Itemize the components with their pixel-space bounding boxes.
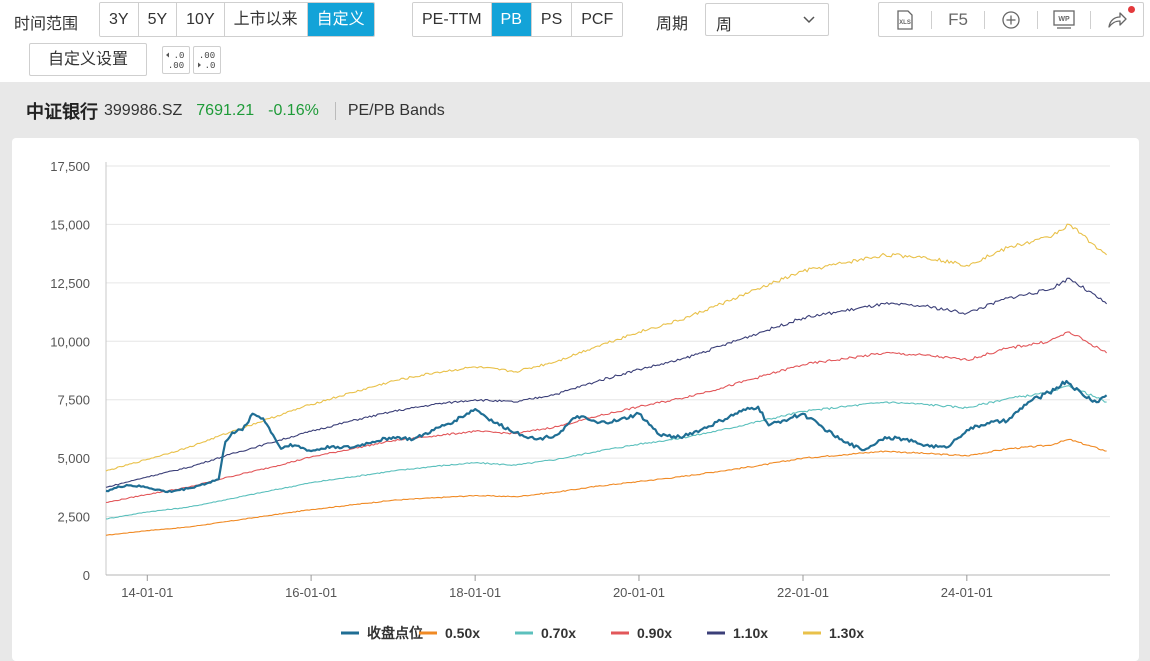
tool-divider — [1037, 10, 1038, 29]
x-tick-label: 18-01-01 — [449, 585, 501, 600]
add-button[interactable] — [985, 3, 1037, 36]
range-10y-button[interactable]: 10Y — [177, 3, 225, 36]
notification-dot — [1128, 6, 1135, 13]
series-line-110x — [105, 277, 1108, 488]
x-tick-label: 14-01-01 — [121, 585, 173, 600]
header-divider — [334, 102, 336, 120]
custom-settings-button[interactable]: 自定义设置 — [29, 43, 147, 76]
y-tick-label: 2,500 — [57, 510, 90, 525]
series-line-130x — [105, 223, 1107, 472]
period-select[interactable]: 周 — [705, 3, 829, 36]
metric-pcf-button[interactable]: PCF — [572, 3, 623, 36]
export-xls-button[interactable]: XLS — [879, 3, 931, 36]
xls-icon: XLS — [897, 9, 913, 30]
metric-pe-ttm-button[interactable]: PE-TTM — [413, 3, 492, 36]
range-button-group: 3Y 5Y 10Y 上市以来 自定义 — [99, 2, 375, 37]
tool-divider — [931, 10, 932, 29]
y-tick-label: 12,500 — [50, 276, 90, 291]
metric-button-group: PE-TTM PB PS PCF — [412, 2, 624, 37]
range-5y-button[interactable]: 5Y — [138, 3, 178, 36]
increase-decimal-button[interactable]: .00 .0 — [193, 46, 221, 74]
svg-text:.0: .0 — [205, 61, 216, 71]
share-icon — [1108, 11, 1127, 28]
svg-text:XLS: XLS — [899, 20, 911, 26]
y-tick-label: 17,500 — [50, 159, 90, 174]
decrease-decimal-button[interactable]: .0 .00 — [162, 46, 190, 74]
legend-label: 1.10x — [733, 625, 768, 641]
share-button[interactable] — [1091, 3, 1143, 36]
metric-pb-button[interactable]: PB — [491, 3, 532, 36]
legend-label: 收盘点位 — [367, 625, 423, 641]
legend-label: 0.50x — [445, 625, 480, 641]
index-price: 7691.21 — [196, 102, 255, 119]
svg-text:.00: .00 — [199, 51, 215, 61]
series-line-close — [105, 379, 1108, 494]
period-label: 周期 — [656, 16, 689, 33]
y-tick-label: 5,000 — [57, 451, 90, 466]
f5-label: F5 — [948, 9, 968, 29]
x-tick-label: 20-01-01 — [613, 585, 665, 600]
export-wp-button[interactable]: WP — [1038, 3, 1090, 36]
toolbar: 时间范围 3Y 5Y 10Y 上市以来 自定义 PE-TTM PB PS PCF… — [0, 0, 1150, 82]
period-select-value: 周 — [716, 17, 733, 34]
range-custom-button[interactable]: 自定义 — [307, 3, 374, 36]
tool-divider — [984, 10, 985, 29]
decrease-decimal-icon: .0 .00 — [166, 51, 185, 71]
range-label: 时间范围 — [14, 16, 79, 33]
index-name: 中证银行 — [26, 102, 98, 122]
series-line-070x — [105, 385, 1107, 520]
index-code: 399986.SZ — [104, 102, 183, 119]
chart-card: 0 2,500 5,000 7,500 10,000 12,500 15,000 17,500… — [12, 138, 1139, 661]
tool-bar: XLS F5 WP — [878, 2, 1144, 37]
tool-divider — [1090, 10, 1091, 29]
increase-decimal-icon: .00 .0 — [198, 51, 216, 71]
legend-label: 0.70x — [541, 625, 576, 641]
x-tick-label: 22-01-01 — [777, 585, 829, 600]
y-tick-label: 10,000 — [50, 334, 90, 349]
y-tick-label: 7,500 — [57, 393, 90, 408]
index-change: -0.16% — [268, 102, 319, 119]
y-tick-label: 15,000 — [50, 217, 90, 232]
range-since-listing-button[interactable]: 上市以来 — [224, 3, 308, 36]
plus-circle-icon — [1002, 10, 1020, 29]
series-line-090x — [105, 331, 1108, 504]
range-3y-button[interactable]: 3Y — [100, 3, 139, 36]
chart-type-label: PE/PB Bands — [347, 102, 445, 119]
svg-text:WP: WP — [1058, 16, 1070, 23]
pb-band-chart[interactable]: 0 2,500 5,000 7,500 10,000 12,500 15,000 17,500… — [12, 138, 1139, 661]
legend-label: 0.90x — [637, 625, 672, 641]
series-line-050x — [105, 438, 1107, 536]
metric-ps-button[interactable]: PS — [531, 3, 573, 36]
y-tick-label: 0 — [83, 568, 90, 583]
x-tick-label: 24-01-01 — [941, 585, 993, 600]
svg-text:.0: .0 — [174, 51, 185, 61]
index-header: 中证银行 399986.SZ 7691.21 -0.16% PE/PB Band… — [26, 100, 445, 122]
legend-label: 1.30x — [829, 625, 864, 641]
svg-text:.00: .00 — [168, 61, 184, 71]
chevron-down-icon — [803, 16, 815, 24]
x-tick-label: 16-01-01 — [285, 585, 337, 600]
wp-icon: WP — [1053, 9, 1075, 29]
refresh-f5-button[interactable]: F5 — [932, 3, 984, 36]
